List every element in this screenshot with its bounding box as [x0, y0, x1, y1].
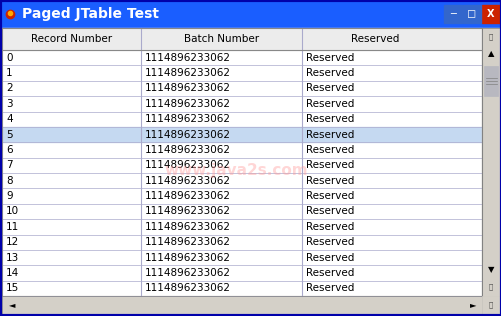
Text: 15: 15	[6, 283, 19, 293]
Text: 1114896233062: 1114896233062	[145, 191, 231, 201]
Bar	[2, 296, 481, 314]
Text: 1114896233062: 1114896233062	[145, 114, 231, 124]
Bar	[462, 5, 480, 23]
Text: Reserved: Reserved	[306, 160, 354, 170]
Text: Reserved: Reserved	[306, 176, 354, 186]
Text: ▲: ▲	[487, 50, 493, 58]
Text: 1114896233062: 1114896233062	[145, 68, 231, 78]
Text: 1114896233062: 1114896233062	[145, 252, 231, 263]
Text: 7: 7	[6, 160, 13, 170]
Text: 1114896233062: 1114896233062	[145, 268, 231, 278]
Text: Reserved: Reserved	[306, 206, 354, 216]
Bar	[2, 28, 481, 296]
Text: 5: 5	[6, 130, 13, 140]
Text: www.java2s.com: www.java2s.com	[164, 163, 307, 178]
Text: 1114896233062: 1114896233062	[145, 145, 231, 155]
Bar	[482, 29, 498, 46]
Text: 1114896233062: 1114896233062	[145, 99, 231, 109]
Text: 8: 8	[6, 176, 13, 186]
Text: 1114896233062: 1114896233062	[145, 206, 231, 216]
Bar	[2, 296, 481, 314]
Text: Reserved: Reserved	[306, 99, 354, 109]
Text: 1114896233062: 1114896233062	[145, 237, 231, 247]
Text: 9: 9	[6, 191, 13, 201]
Text: 1114896233062: 1114896233062	[145, 83, 231, 94]
Bar	[482, 279, 498, 296]
Bar	[483, 66, 497, 96]
Bar	[481, 5, 499, 23]
Text: ⬛: ⬛	[488, 302, 492, 308]
Text: Reserved: Reserved	[306, 191, 354, 201]
Text: 1: 1	[6, 68, 13, 78]
Text: 11: 11	[6, 222, 19, 232]
Bar	[482, 262, 498, 278]
Text: Reserved: Reserved	[306, 68, 354, 78]
Text: 1114896233062: 1114896233062	[145, 222, 231, 232]
Text: Reserved: Reserved	[306, 83, 354, 94]
Bar	[481, 28, 499, 296]
Bar	[481, 28, 499, 296]
Text: ⬛: ⬛	[488, 34, 492, 40]
Text: Reserved: Reserved	[306, 130, 354, 140]
Text: ►: ►	[469, 301, 475, 309]
Text: 1114896233062: 1114896233062	[145, 53, 231, 63]
Text: Record Number: Record Number	[31, 34, 112, 44]
Text: Reserved: Reserved	[350, 34, 399, 44]
Text: ⬛: ⬛	[488, 284, 492, 290]
Text: 1114896233062: 1114896233062	[145, 176, 231, 186]
Text: 3: 3	[6, 99, 13, 109]
Text: 13: 13	[6, 252, 19, 263]
Text: Batch Number: Batch Number	[184, 34, 259, 44]
Text: X: X	[486, 9, 494, 19]
Text: 0: 0	[6, 53, 13, 63]
Bar	[481, 296, 499, 314]
Text: ▼: ▼	[487, 265, 493, 275]
Text: Reserved: Reserved	[306, 268, 354, 278]
Text: Reserved: Reserved	[306, 237, 354, 247]
Bar	[2, 127, 481, 142]
Text: 2: 2	[6, 83, 13, 94]
Bar	[462, 297, 480, 313]
Text: Reserved: Reserved	[306, 283, 354, 293]
Text: Reserved: Reserved	[306, 145, 354, 155]
Bar	[443, 5, 461, 23]
Text: ◻: ◻	[466, 9, 475, 19]
Text: Paged JTable Test: Paged JTable Test	[22, 7, 159, 21]
Bar	[2, 28, 481, 50]
Text: 6: 6	[6, 145, 13, 155]
Text: 10: 10	[6, 206, 19, 216]
Text: Reserved: Reserved	[306, 222, 354, 232]
Text: 1114896233062: 1114896233062	[145, 283, 231, 293]
Text: 1114896233062: 1114896233062	[145, 130, 231, 140]
Text: 12: 12	[6, 237, 19, 247]
Text: Reserved: Reserved	[306, 114, 354, 124]
Text: Reserved: Reserved	[306, 252, 354, 263]
Bar	[482, 46, 498, 62]
Text: 4: 4	[6, 114, 13, 124]
Bar	[3, 297, 21, 313]
Bar	[0, 0, 501, 28]
Text: 14: 14	[6, 268, 19, 278]
Text: 1114896233062: 1114896233062	[145, 160, 231, 170]
Text: Reserved: Reserved	[306, 53, 354, 63]
Text: ◄: ◄	[9, 301, 15, 309]
Text: ─: ─	[449, 9, 455, 19]
